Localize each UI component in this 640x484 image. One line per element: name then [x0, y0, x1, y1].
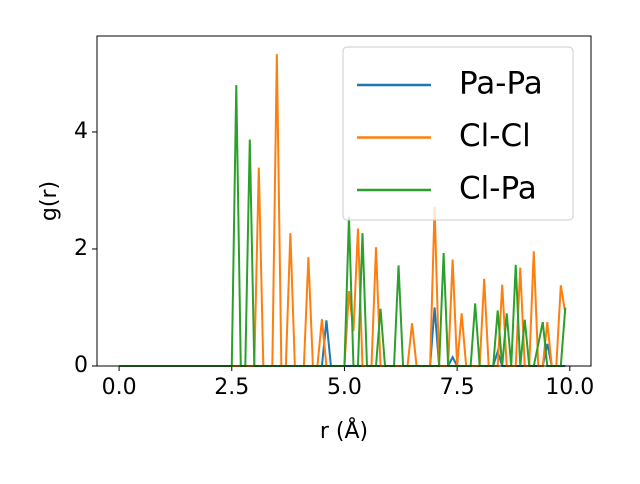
x-tick-label: 7.5	[440, 375, 475, 400]
x-axis-label: r (Å)	[320, 417, 368, 444]
legend-label: Pa-Pa	[459, 66, 543, 102]
y-tick-label: 0	[74, 353, 88, 378]
x-tick-label: 5.0	[327, 375, 362, 400]
legend-box	[342, 46, 574, 221]
legend-label: Cl-Cl	[459, 118, 531, 154]
plot-frame	[96, 35, 592, 367]
x-tick-label: 10.0	[545, 375, 594, 400]
x-tick-label: 2.5	[214, 375, 249, 400]
y-axis-label: g(r)	[37, 181, 62, 221]
legend-label: Cl-Pa	[459, 171, 537, 207]
x-tick-label: 0.0	[102, 375, 137, 400]
y-tick-label: 4	[74, 119, 88, 144]
y-tick-label: 2	[74, 236, 88, 261]
